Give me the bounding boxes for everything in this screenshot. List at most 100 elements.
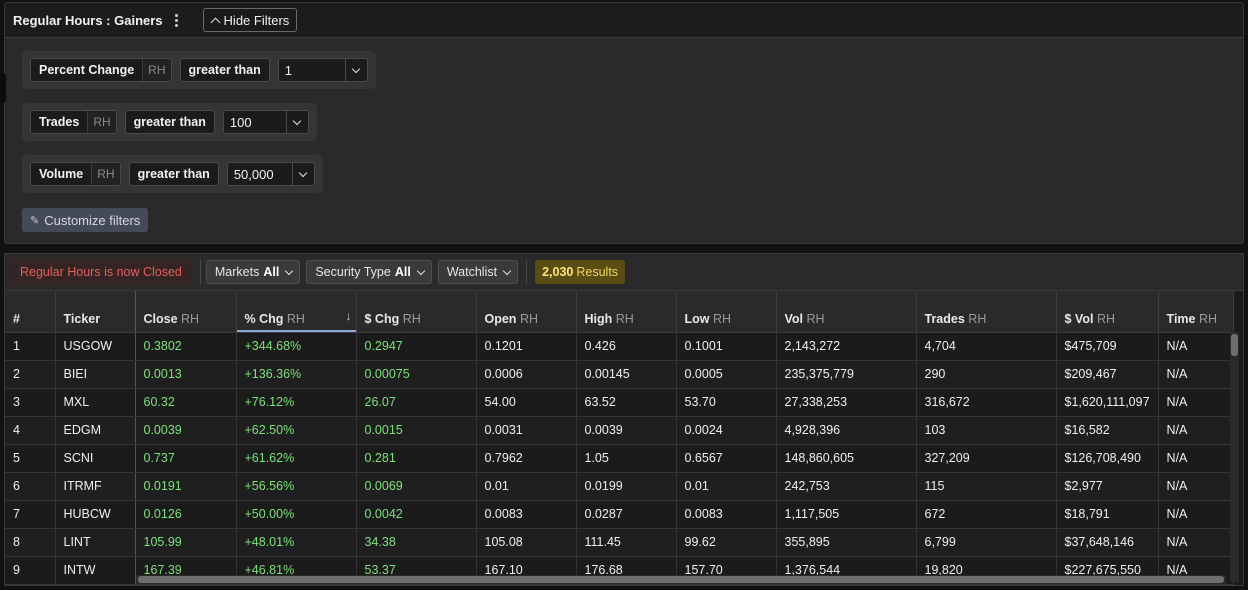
column-session-tag: RH <box>1096 311 1115 326</box>
cell-low: 0.0083 <box>676 500 777 529</box>
cell-high: 1.05 <box>576 444 677 473</box>
cell-ticker[interactable]: BIEI <box>55 360 136 389</box>
column-header-high[interactable]: High RH <box>576 291 677 333</box>
filter-field-chip[interactable]: Percent Change RH <box>30 58 172 82</box>
cell-time: N/A <box>1158 360 1234 389</box>
cell-ticker[interactable]: LINT <box>55 528 136 557</box>
cell-time: N/A <box>1158 472 1234 501</box>
cell-ticker[interactable]: USGOW <box>55 332 136 361</box>
column-header-time[interactable]: Time RH <box>1158 291 1234 333</box>
column-header-low[interactable]: Low RH <box>676 291 777 333</box>
filter-operator[interactable]: greater than <box>128 162 219 186</box>
dropdown-button[interactable] <box>291 163 314 185</box>
table-row[interactable]: 8 LINT 105.99 +48.01% 34.38 105.08 111.45 99.62… <box>5 528 1234 557</box>
column-header-pct-chg[interactable]: % Chg RH ↓ <box>236 291 357 333</box>
horizontal-scroll-thumb[interactable] <box>138 576 1224 583</box>
vertical-scrollbar[interactable] <box>1230 332 1239 582</box>
cell-time: N/A <box>1158 444 1234 473</box>
column-session-tag: RH <box>806 311 825 326</box>
watchlist-dropdown[interactable]: Watchlist <box>437 260 519 284</box>
column-header-open[interactable]: Open RH <box>476 291 577 333</box>
column-header-ticker[interactable]: Ticker <box>55 291 136 333</box>
chevron-down-icon <box>502 266 512 275</box>
cell-dollar-chg: 0.0015 <box>356 416 477 445</box>
column-label: Low <box>684 311 710 326</box>
markets-dropdown[interactable]: Markets All <box>205 260 301 284</box>
column-header-close[interactable]: Close RH <box>135 291 237 333</box>
column-session-tag: RH <box>286 311 305 326</box>
table-row[interactable]: 4 EDGM 0.0039 +62.50% 0.0015 0.0031 0.0039 0.00… <box>5 416 1234 445</box>
table-row[interactable]: 2 BIEI 0.0013 +136.36% 0.00075 0.0006 0.00145 0… <box>5 360 1234 389</box>
toolbar-divider <box>199 260 201 284</box>
column-header-trades[interactable]: Trades RH <box>916 291 1057 333</box>
column-header-index[interactable]: # <box>5 291 56 333</box>
horizontal-scrollbar[interactable] <box>136 575 1226 584</box>
cell-pct-chg: +48.01% <box>236 528 357 557</box>
table-row[interactable]: 1 USGOW 0.3802 +344.68% 0.2947 0.1201 0.426 0.1… <box>5 332 1234 361</box>
cell-ticker[interactable]: SCNI <box>55 444 136 473</box>
chevron-down-icon <box>299 168 308 177</box>
cell-volume: 1,117,505 <box>776 500 917 529</box>
column-header-dollar-vol[interactable]: $ Vol RH <box>1056 291 1159 333</box>
dropdown-button[interactable] <box>344 59 367 81</box>
cell-pct-chg: +56.56% <box>236 472 357 501</box>
column-session-tag: RH <box>402 311 421 326</box>
side-panel-handle[interactable] <box>0 73 6 103</box>
column-header-vol[interactable]: Vol RH <box>776 291 917 333</box>
security-type-value: All <box>394 265 411 279</box>
cell-ticker[interactable]: INTW <box>55 556 136 585</box>
results-label: Results <box>576 265 619 279</box>
cell-row-index: 8 <box>5 528 56 557</box>
more-options-icon[interactable] <box>169 12 185 28</box>
dropdown-button[interactable] <box>285 111 308 133</box>
table-row[interactable]: 5 SCNI 0.737 +61.62% 0.281 0.7962 1.05 0.6567 14… <box>5 444 1234 473</box>
cell-ticker[interactable]: HUBCW <box>55 500 136 529</box>
table-row[interactable]: 3 MXL 60.32 +76.12% 26.07 54.00 63.52 53.70 27,3… <box>5 388 1234 417</box>
table-header-row: # Ticker Close RH % Chg RH ↓ $ Chg RH Ope… <box>5 291 1234 333</box>
table-row[interactable]: 6 ITRMF 0.0191 +56.56% 0.0069 0.01 0.0199 0.01 2… <box>5 472 1234 501</box>
column-session-tag: RH <box>519 311 538 326</box>
cell-ticker[interactable]: ITRMF <box>55 472 136 501</box>
customize-filters-button[interactable]: ✎ Customize filters <box>22 208 149 232</box>
cell-pct-chg: +61.62% <box>236 444 357 473</box>
sort-descending-icon[interactable]: ↓ <box>345 309 352 323</box>
column-header-dollar-chg[interactable]: $ Chg RH <box>356 291 477 333</box>
chevron-down-icon <box>352 64 361 73</box>
cell-dollar-chg: 0.2947 <box>356 332 477 361</box>
cell-ticker[interactable]: EDGM <box>55 416 136 445</box>
filter-value-select[interactable] <box>226 162 315 186</box>
cell-trades: 115 <box>916 472 1057 501</box>
filter-value-input[interactable] <box>227 163 292 185</box>
column-session-tag: RH <box>968 311 987 326</box>
filter-field-name: Volume <box>39 167 84 181</box>
filter-field-chip[interactable]: Trades RH <box>30 110 117 134</box>
security-type-dropdown[interactable]: Security Type All <box>306 260 432 284</box>
cell-ticker[interactable]: MXL <box>55 388 136 417</box>
filter-value-select[interactable] <box>277 58 368 82</box>
hide-filters-button[interactable]: Hide Filters <box>202 8 298 32</box>
filter-value-input[interactable] <box>223 111 286 133</box>
filter-operator[interactable]: greater than <box>179 58 270 82</box>
filter-row-percent-change: Percent Change RH greater than <box>22 51 376 89</box>
markets-label: Markets <box>214 265 260 279</box>
pencil-icon: ✎ <box>30 214 40 227</box>
cell-row-index: 4 <box>5 416 56 445</box>
filter-field-chip[interactable]: Volume RH <box>30 162 121 186</box>
filter-value-select[interactable] <box>222 110 309 134</box>
filter-field-name: Percent Change <box>39 63 135 77</box>
cell-row-index: 2 <box>5 360 56 389</box>
cell-time: N/A <box>1158 332 1234 361</box>
cell-open: 54.00 <box>476 388 577 417</box>
cell-trades: 103 <box>916 416 1057 445</box>
cell-volume: 242,753 <box>776 472 917 501</box>
results-toolbar: Regular Hours is now Closed Markets All … <box>4 253 1244 290</box>
cell-pct-chg: +62.50% <box>236 416 357 445</box>
table-row[interactable]: 7 HUBCW 0.0126 +50.00% 0.0042 0.0083 0.0287 0.0… <box>5 500 1234 529</box>
column-label: Ticker <box>63 311 101 326</box>
filter-value-input[interactable] <box>278 59 345 81</box>
vertical-scroll-thumb[interactable] <box>1231 334 1238 356</box>
column-session-tag: RH <box>181 311 200 326</box>
cell-low: 0.6567 <box>676 444 777 473</box>
cell-high: 0.0287 <box>576 500 677 529</box>
filter-operator[interactable]: greater than <box>124 110 215 134</box>
